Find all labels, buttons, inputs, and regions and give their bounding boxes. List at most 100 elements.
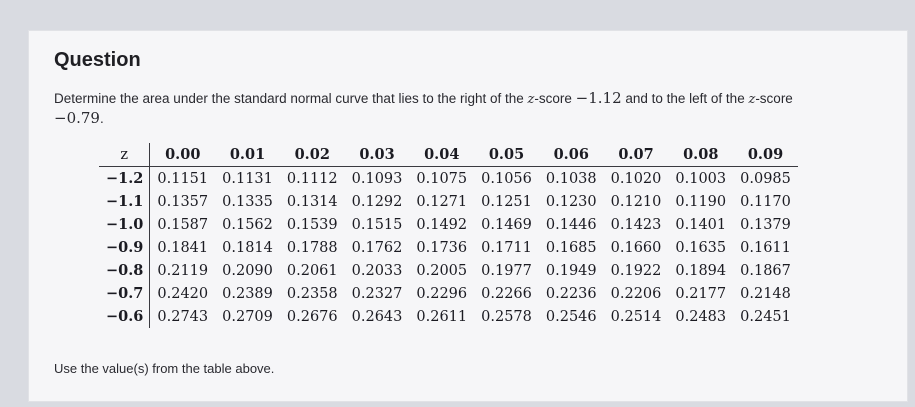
table-cell: 0.1131 (222, 170, 273, 187)
table-row: −1.0 0.1587 0.1562 0.1539 0.1515 0.1492 … (99, 213, 798, 236)
table-cell: 0.1469 (481, 216, 532, 233)
column-header: 0.01 (215, 143, 280, 167)
column-header: 0.07 (603, 143, 669, 167)
table-cell: 0.1423 (610, 216, 662, 233)
z-symbol-2: z (748, 92, 756, 107)
table-cell: 0.2643 (351, 308, 403, 325)
z-column-header: z (99, 143, 151, 167)
row-z-value: −1.1 (99, 190, 151, 213)
z-value-left: −0.79 (54, 109, 100, 127)
table-cell: 0.2420 (157, 285, 209, 302)
table-cell: 0.1251 (481, 193, 532, 210)
table-cell: 0.2578 (481, 308, 532, 325)
table-cell: 0.1003 (675, 170, 727, 187)
table-cell: 0.1335 (222, 193, 273, 210)
table-cell: 0.1587 (157, 216, 209, 233)
column-header: 0.04 (409, 143, 475, 167)
table-cell: 0.1492 (416, 216, 468, 233)
table-cell: 0.0985 (740, 170, 791, 187)
table-cell: 0.1762 (351, 239, 403, 256)
table-cell: 0.1357 (157, 193, 209, 210)
table-cell: 0.2206 (610, 285, 662, 302)
table-cell: 0.1170 (740, 193, 791, 210)
table-cell: 0.2611 (416, 308, 468, 325)
table-cell: 0.1210 (610, 193, 662, 210)
table-cell: 0.1867 (740, 262, 791, 279)
table-cell: 0.1446 (545, 216, 597, 233)
table-cell: 0.1515 (351, 216, 403, 233)
table-cell: 0.1020 (610, 170, 662, 187)
table-cell: 0.2005 (416, 262, 468, 279)
row-z-value: −1.0 (99, 213, 151, 236)
table-cell: 0.2090 (222, 262, 273, 279)
table-cell: 0.2119 (157, 262, 209, 279)
table-cell: 0.1112 (286, 170, 338, 187)
table-row: −0.7 0.2420 0.2389 0.2358 0.2327 0.2296 … (99, 282, 798, 305)
question-card: Question Determine the area under the st… (28, 30, 908, 402)
table-cell: 0.2266 (481, 285, 532, 302)
table-cell: 0.1660 (610, 239, 662, 256)
prompt-end: . (99, 111, 104, 126)
row-z-value: −0.6 (99, 305, 151, 328)
table-cell: 0.1788 (286, 239, 338, 256)
table-cell: 0.2451 (740, 308, 791, 325)
row-z-value: −1.2 (99, 166, 151, 190)
table-row: −0.9 0.1841 0.1814 0.1788 0.1762 0.1736 … (99, 236, 798, 259)
table-row: −0.6 0.2743 0.2709 0.2676 0.2643 0.2611 … (99, 305, 798, 328)
table-cell: 0.1977 (481, 262, 532, 279)
table-cell: 0.1093 (351, 170, 403, 187)
table-row: −1.2 0.1151 0.1131 0.1112 0.1093 0.1075 … (99, 166, 798, 190)
table-cell: 0.1401 (675, 216, 727, 233)
table-cell: 0.2743 (157, 308, 209, 325)
table-cell: 0.1271 (416, 193, 468, 210)
table-cell: 0.1230 (545, 193, 597, 210)
table-cell: 0.1949 (545, 262, 597, 279)
table-cell: 0.2236 (545, 285, 597, 302)
table-cell: 0.1611 (740, 239, 791, 256)
table-cell: 0.1562 (222, 216, 273, 233)
z-value-right: −1.12 (575, 89, 622, 107)
table-cell: 0.1685 (545, 239, 597, 256)
prompt-text-1: Determine the area under the standard no… (54, 91, 528, 106)
column-header: 0.03 (344, 143, 410, 167)
table-cell: 0.1038 (545, 170, 597, 187)
table-cell: 0.2177 (675, 285, 727, 302)
table-cell: 0.1292 (351, 193, 403, 210)
table-cell: 0.2033 (351, 262, 403, 279)
table-cell: 0.2676 (286, 308, 338, 325)
z-symbol: z (527, 92, 535, 107)
table-cell: 0.2389 (222, 285, 273, 302)
column-header: 0.02 (279, 143, 345, 167)
table-cell: 0.1190 (675, 193, 727, 210)
table-cell: 0.1151 (157, 170, 209, 187)
table-cell: 0.1711 (481, 239, 532, 256)
table-cell: 0.1841 (157, 239, 209, 256)
row-z-value: −0.8 (99, 259, 151, 282)
table-cell: 0.1314 (286, 193, 338, 210)
instruction-note: Use the value(s) from the table above. (54, 361, 275, 376)
table-cell: 0.1075 (416, 170, 468, 187)
column-header: 0.00 (149, 143, 216, 167)
table-cell: 0.2358 (286, 285, 338, 302)
table-cell: 0.2709 (222, 308, 273, 325)
prompt-text-2: -score (534, 91, 576, 106)
table-cell: 0.2296 (416, 285, 468, 302)
column-header: 0.06 (538, 143, 604, 167)
table-cell: 0.1814 (222, 239, 273, 256)
table-cell: 0.1056 (481, 170, 532, 187)
table-cell: 0.1635 (675, 239, 727, 256)
table-cell: 0.1379 (740, 216, 791, 233)
table-cell: 0.1922 (610, 262, 662, 279)
table-cell: 0.2148 (740, 285, 791, 302)
prompt-text-3: and to the left of the (621, 91, 749, 106)
table-cell: 0.2061 (286, 262, 338, 279)
prompt-text-4: -score (755, 91, 793, 106)
question-prompt: Determine the area under the standard no… (54, 89, 894, 128)
table-row: −0.8 0.2119 0.2090 0.2061 0.2033 0.2005 … (99, 259, 798, 282)
column-header: 0.08 (668, 143, 734, 167)
table-cell: 0.1894 (675, 262, 727, 279)
z-table: z 0.00 0.01 0.02 0.03 0.04 0.05 0.06 0.0… (99, 143, 798, 328)
table-cell: 0.2327 (351, 285, 403, 302)
table-row: −1.1 0.1357 0.1335 0.1314 0.1292 0.1271 … (99, 190, 798, 213)
z-table-header-row: z 0.00 0.01 0.02 0.03 0.04 0.05 0.06 0.0… (99, 143, 798, 167)
